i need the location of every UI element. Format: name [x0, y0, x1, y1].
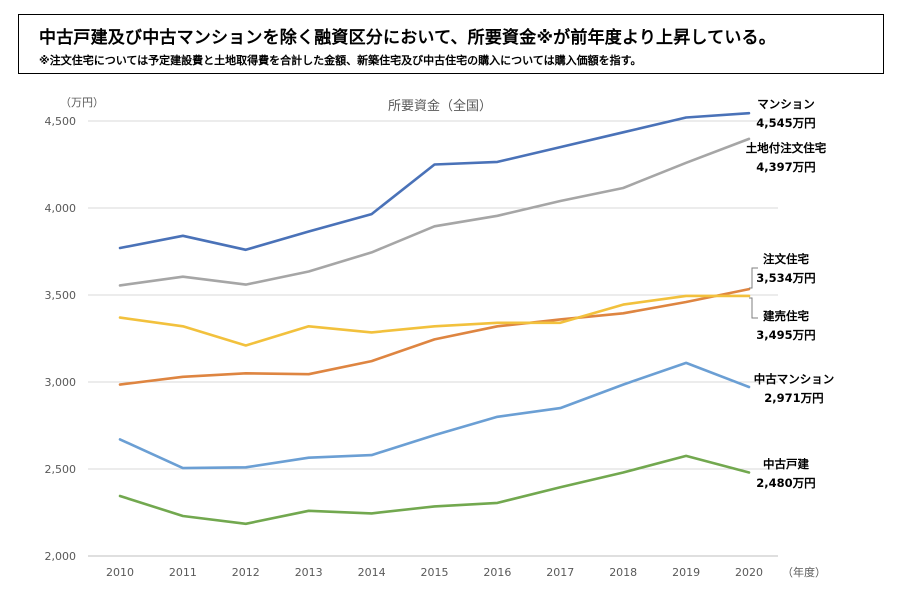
- x-axis-unit-label: （年度）: [782, 565, 826, 579]
- y-tick-label: 2,000: [45, 550, 77, 563]
- y-axis-unit-label: （万円）: [60, 96, 104, 109]
- chart-title: 所要資金（全国）: [388, 98, 492, 114]
- series-value-label: 3,534万円: [756, 271, 815, 285]
- series-line-tateuri: [118, 294, 751, 347]
- series-line-chumon: [118, 287, 751, 386]
- series-line-chuko_mansion: [118, 361, 751, 470]
- series-name-label: マンション: [757, 97, 815, 111]
- series-line-chuko_kodate: [118, 454, 751, 526]
- y-tick-label: 4,000: [45, 202, 77, 215]
- header-note: ※注文住宅については予定建設費と土地取得費を合計した金額、新築住宅及び中古住宅の…: [39, 54, 642, 67]
- grid-lines: [88, 120, 778, 557]
- x-tick-label: 2016: [483, 566, 511, 579]
- header-title: 中古戸建及び中古マンションを除く融資区分において、所要資金※が前年度より上昇して…: [39, 28, 776, 48]
- series-line-tochi: [118, 137, 751, 287]
- chart-text: 所要資金（全国） （万円） （年度） 2,000 2,500 3,000 3,500 4…: [45, 96, 835, 579]
- series-value-label: 4,545万円: [756, 116, 815, 130]
- x-tick-label: 2010: [106, 566, 134, 579]
- x-tick-label: 2011: [169, 566, 197, 579]
- series-name-label: 建売住宅: [763, 309, 809, 323]
- x-tick-label: 2018: [609, 566, 637, 579]
- x-tick-label: 2013: [295, 566, 323, 579]
- y-tick-label: 3,000: [45, 376, 77, 389]
- leader-line-chumon: [749, 267, 758, 289]
- series-value-label: 2,480万円: [756, 476, 815, 490]
- series-line-mansion: [118, 111, 751, 252]
- header-box: 中古戸建及び中古マンションを除く融資区分において、所要資金※が前年度より上昇して…: [18, 14, 884, 74]
- y-tick-label: 4,500: [45, 115, 77, 128]
- series-name-label: 中古戸建: [763, 457, 809, 471]
- series-value-label: 3,495万円: [756, 328, 815, 342]
- x-tick-label: 2012: [232, 566, 260, 579]
- x-tick-label: 2019: [672, 566, 700, 579]
- leader-line-tateuri: [749, 297, 758, 319]
- x-tick-label: 2020: [735, 566, 763, 579]
- x-tick-label: 2015: [421, 566, 449, 579]
- series-name-label: 土地付注文住宅: [746, 141, 827, 155]
- x-tick-label: 2014: [358, 566, 386, 579]
- y-tick-label: 3,500: [45, 289, 77, 302]
- x-tick-label: 2017: [546, 566, 574, 579]
- series-lines: [118, 111, 751, 526]
- series-name-label: 中古マンション: [754, 372, 835, 386]
- y-tick-label: 2,500: [45, 463, 77, 476]
- series-name-label: 注文住宅: [763, 252, 809, 266]
- series-value-label: 2,971万円: [764, 391, 823, 405]
- series-value-label: 4,397万円: [756, 160, 815, 174]
